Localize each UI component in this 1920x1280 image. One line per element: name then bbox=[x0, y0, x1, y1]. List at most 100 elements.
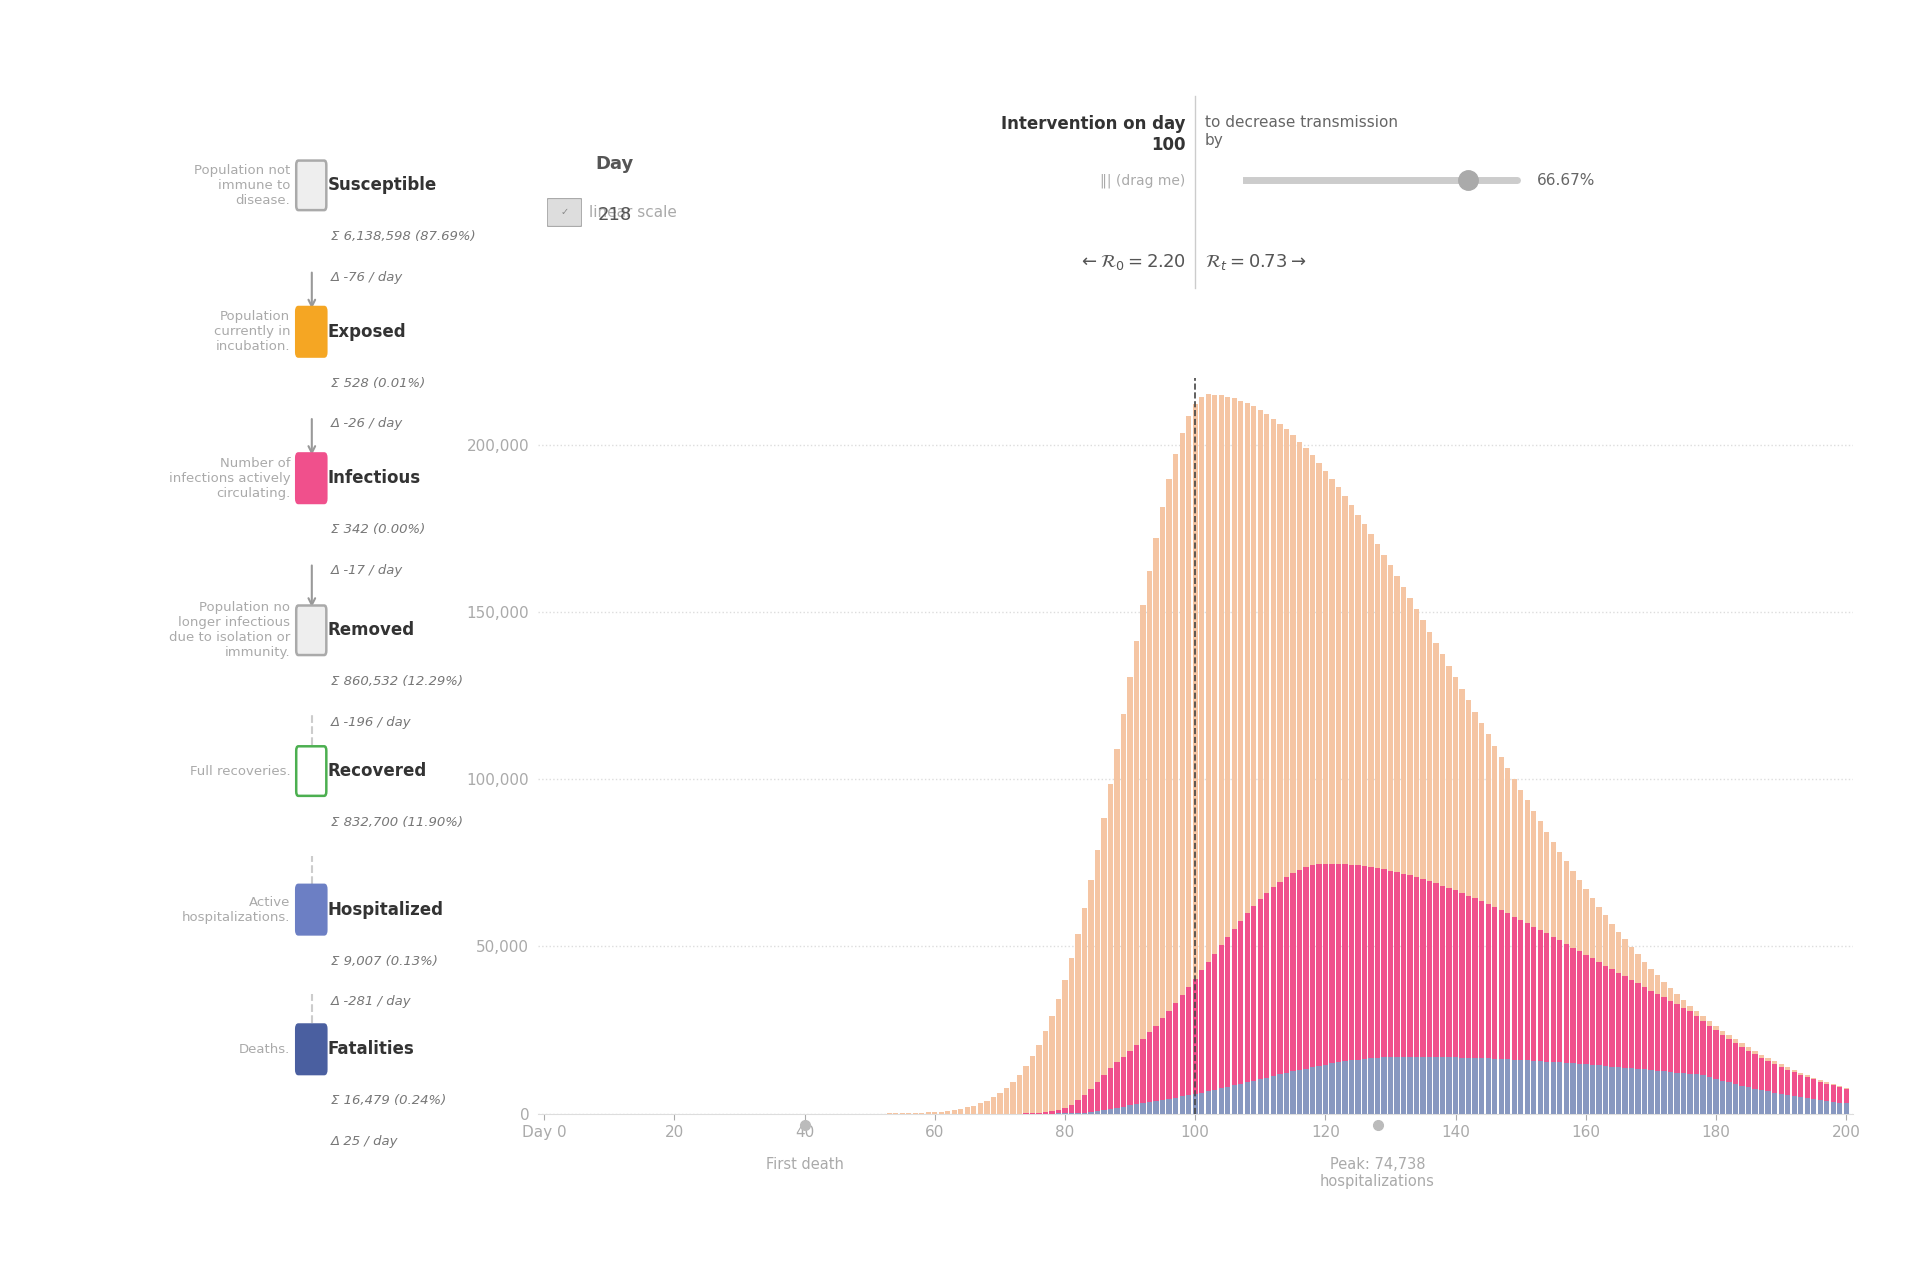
Bar bbox=[1571, 1064, 1576, 1114]
Bar bbox=[1421, 621, 1427, 879]
Bar bbox=[1284, 877, 1288, 1073]
Bar bbox=[1440, 886, 1446, 1057]
Bar bbox=[1805, 1078, 1811, 1098]
Bar bbox=[1225, 397, 1231, 937]
Bar bbox=[1655, 975, 1661, 995]
Bar bbox=[1453, 891, 1459, 1057]
Bar bbox=[1467, 1057, 1471, 1114]
Bar bbox=[1647, 969, 1653, 991]
Bar bbox=[1173, 454, 1179, 1004]
Bar bbox=[1160, 1100, 1165, 1114]
Text: linear scale: linear scale bbox=[589, 205, 678, 220]
Bar bbox=[1329, 864, 1334, 1064]
Text: ✓: ✓ bbox=[305, 1043, 317, 1056]
Bar bbox=[1238, 401, 1244, 922]
Bar bbox=[1304, 867, 1309, 1069]
Bar bbox=[1563, 1062, 1569, 1114]
Bar bbox=[1244, 914, 1250, 1082]
Bar bbox=[1010, 1082, 1016, 1114]
Text: Δ -76 / day: Δ -76 / day bbox=[330, 271, 403, 284]
Text: Population no
longer infectious
due to isolation or
immunity.: Population no longer infectious due to i… bbox=[169, 602, 290, 659]
Bar bbox=[1434, 883, 1438, 1057]
Bar bbox=[1524, 800, 1530, 923]
Bar bbox=[1154, 1025, 1160, 1101]
Bar bbox=[1778, 1066, 1784, 1094]
Bar bbox=[1187, 1096, 1190, 1114]
Bar bbox=[1668, 988, 1672, 1001]
Text: 218: 218 bbox=[597, 206, 632, 224]
Text: Day: Day bbox=[595, 155, 634, 173]
Text: Hospitalized: Hospitalized bbox=[328, 901, 444, 919]
Bar bbox=[1693, 1074, 1699, 1114]
Bar bbox=[1622, 1068, 1628, 1114]
Bar bbox=[1590, 1065, 1596, 1114]
Bar bbox=[1173, 1097, 1179, 1114]
Bar bbox=[1617, 973, 1620, 1068]
Bar bbox=[1505, 914, 1511, 1060]
Bar bbox=[1636, 955, 1640, 983]
Bar bbox=[1701, 1021, 1705, 1075]
Bar bbox=[1440, 1057, 1446, 1114]
Bar bbox=[1200, 1093, 1204, 1114]
Bar bbox=[1753, 1051, 1759, 1055]
Bar bbox=[1805, 1098, 1811, 1114]
Bar bbox=[985, 1101, 989, 1114]
Bar bbox=[1309, 865, 1315, 1068]
Bar bbox=[1674, 1005, 1680, 1073]
Bar bbox=[1323, 864, 1329, 1065]
Bar bbox=[1187, 987, 1190, 1096]
Bar bbox=[1726, 1039, 1732, 1083]
Bar bbox=[1348, 506, 1354, 865]
Bar bbox=[1421, 1057, 1427, 1114]
Bar bbox=[1154, 1101, 1160, 1114]
Bar bbox=[1778, 1094, 1784, 1114]
Bar bbox=[1680, 1000, 1686, 1007]
Text: Σ 9,007 (0.13%): Σ 9,007 (0.13%) bbox=[330, 955, 438, 968]
Bar bbox=[1089, 1112, 1094, 1114]
Text: ‖| (drag me): ‖| (drag me) bbox=[1100, 173, 1187, 188]
Bar bbox=[1791, 1073, 1797, 1096]
Bar bbox=[1388, 566, 1394, 870]
Bar bbox=[1830, 1085, 1836, 1102]
Bar bbox=[1824, 1084, 1830, 1101]
Bar bbox=[1394, 872, 1400, 1057]
Bar bbox=[1791, 1070, 1797, 1073]
Bar bbox=[1693, 1016, 1699, 1074]
Bar bbox=[1356, 515, 1361, 865]
Bar bbox=[1811, 1100, 1816, 1114]
Bar bbox=[1089, 881, 1094, 1089]
Bar bbox=[1538, 1061, 1544, 1114]
Bar bbox=[1069, 957, 1073, 1105]
Bar bbox=[1622, 977, 1628, 1068]
Bar bbox=[1336, 864, 1340, 1062]
Bar bbox=[1277, 882, 1283, 1074]
Bar bbox=[1062, 1107, 1068, 1114]
Bar bbox=[1811, 1079, 1816, 1100]
Bar bbox=[1348, 865, 1354, 1060]
Bar bbox=[1805, 1075, 1811, 1078]
Bar bbox=[1108, 1110, 1114, 1114]
Bar bbox=[1557, 851, 1563, 941]
Bar bbox=[1772, 1064, 1778, 1093]
Bar bbox=[1114, 749, 1119, 1062]
Bar bbox=[1576, 881, 1582, 951]
Bar bbox=[1707, 1025, 1713, 1076]
Bar bbox=[1647, 1070, 1653, 1114]
Bar bbox=[1544, 1061, 1549, 1114]
Text: ✓: ✓ bbox=[305, 904, 317, 916]
Bar bbox=[1478, 723, 1484, 901]
Text: Σ 6,138,598 (87.69%): Σ 6,138,598 (87.69%) bbox=[330, 230, 476, 243]
Bar bbox=[1179, 1097, 1185, 1114]
Bar bbox=[1791, 1096, 1797, 1114]
Bar bbox=[1818, 1100, 1822, 1114]
Bar bbox=[1622, 940, 1628, 977]
Bar bbox=[1309, 456, 1315, 865]
Bar bbox=[1102, 1111, 1106, 1114]
Bar bbox=[1557, 1062, 1563, 1114]
Bar bbox=[1701, 1075, 1705, 1114]
Bar bbox=[1693, 1011, 1699, 1016]
Bar bbox=[1642, 987, 1647, 1070]
Bar bbox=[1004, 1088, 1010, 1114]
Bar bbox=[1413, 609, 1419, 877]
FancyBboxPatch shape bbox=[296, 160, 326, 210]
